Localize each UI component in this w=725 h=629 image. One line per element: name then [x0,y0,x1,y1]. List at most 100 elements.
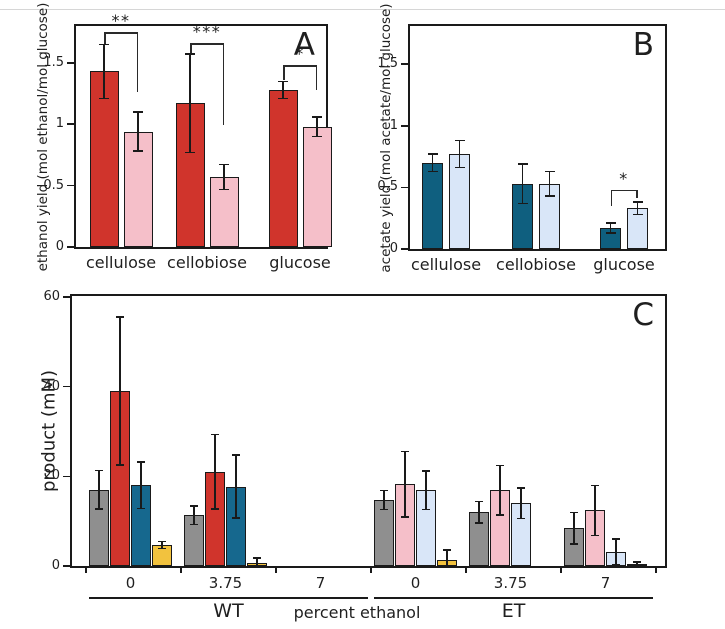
error-bar [316,116,318,137]
error-bar [458,140,461,168]
error-bar [140,461,142,509]
error-bar [98,470,100,510]
sig-bracket-right [136,32,138,93]
error-bar-cap [443,549,451,551]
x-boundary-tick [180,566,182,573]
error-bar-cap [454,139,465,142]
error-bar-cap [211,508,219,510]
error-bar-cap [454,166,465,169]
error-bar-cap [570,511,578,514]
y-tick [401,125,409,127]
y-tick [63,296,71,298]
y-tick-label: 20 [43,468,60,484]
error-bar-cap [401,516,409,518]
error-bar-cap [278,80,288,82]
error-bar-cap [211,433,219,436]
x-boundary-tick [85,566,87,573]
y-tick [401,248,409,250]
panel-letter: A [293,27,315,63]
sig-bracket-top [104,32,138,34]
error-bar-cap [517,163,528,165]
error-bar-cap [158,540,166,543]
error-bar-cap [312,135,322,138]
error-bar [223,164,225,190]
error-bar-cap [278,97,288,100]
x-axis-title: percent ethanol [293,603,421,622]
error-bar-cap [632,213,643,216]
error-bar-cap [137,461,145,463]
error-bar-cap [253,557,261,559]
error-bar-cap [544,195,555,197]
sig-label: ** [111,11,131,31]
y-tick-label: 1 [389,117,398,133]
top-border-line [0,9,725,10]
y-tick-label: 0 [389,241,398,256]
y-axis-title: acetate yield (mol acetate/mol glucose) [378,2,394,273]
error-bar-cap [95,508,103,510]
error-bar-cap [99,97,109,100]
y-tick [67,184,75,187]
error-bar [431,154,434,172]
sig-bracket-right [315,65,317,90]
error-bar [594,485,596,536]
error-bar [235,455,237,518]
error-bar [520,487,522,519]
category-label: cellulose [85,253,157,272]
error-bar-cap [219,188,229,191]
sig-bracket-left [283,65,285,80]
error-bar-cap [570,543,578,545]
category-label: cellobiose [496,255,576,274]
error-bar-cap [190,505,198,507]
y-tick [63,475,71,478]
error-bar [383,490,385,510]
error-bar-cap [633,561,641,563]
error-bar-cap [632,201,643,203]
error-bar-cap [517,487,525,489]
bar [89,71,119,247]
error-bar-cap [401,450,409,453]
ethanol-tick-label: 3.75 [493,574,528,592]
bar [302,126,332,247]
error-bar [615,539,617,566]
y-axis-title: ethanol yield (mol ethanol/mol glucose) [35,2,51,271]
sig-bracket-right [636,189,638,199]
error-bar-cap [605,232,616,234]
y-tick-label: 0 [55,239,64,254]
error-bar-cap [612,538,620,540]
panel-letter: B [632,27,654,63]
strain-rule [89,597,368,599]
y-tick-label: 1.5 [377,56,398,72]
error-bar [189,54,191,153]
error-bar-cap [380,508,388,511]
error-bar-cap [380,489,388,492]
y-axis-title: product (mM) [38,369,60,493]
x-boundary-tick [465,566,467,573]
error-bar-cap [605,222,616,224]
strain-label: ET [501,600,526,622]
y-tick [67,246,75,248]
bar [422,162,443,249]
error-bar-cap [133,150,143,152]
error-bar [161,541,163,549]
strain-label: WT [213,600,244,622]
error-bar-cap [496,514,504,516]
error-bar-cap [232,454,240,456]
error-bar [446,549,448,566]
ethanol-tick-label: 3.75 [208,574,243,592]
error-bar [636,561,638,566]
error-bar [137,111,139,152]
y-tick-label: 0.5 [43,177,64,193]
error-bar [521,163,524,204]
y-tick [67,123,75,125]
error-bar [478,501,480,523]
error-bar [404,451,406,518]
category-label: glucose [593,255,655,274]
error-bar [214,434,216,510]
error-bar-cap [185,53,195,55]
error-bar [573,512,575,545]
error-bar-cap [185,151,195,154]
sig-bracket-left [104,32,106,45]
sig-bracket-top [610,189,638,192]
